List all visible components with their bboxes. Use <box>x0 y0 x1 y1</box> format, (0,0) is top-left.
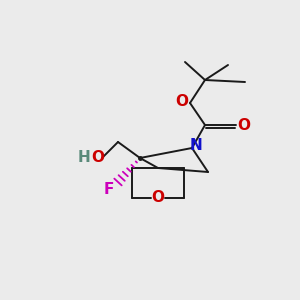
Text: F: F <box>104 182 114 197</box>
Text: O: O <box>176 94 188 110</box>
Text: N: N <box>190 139 202 154</box>
Text: O: O <box>152 190 164 206</box>
Text: H: H <box>77 151 90 166</box>
Text: O: O <box>92 151 104 166</box>
Text: O: O <box>238 118 250 134</box>
